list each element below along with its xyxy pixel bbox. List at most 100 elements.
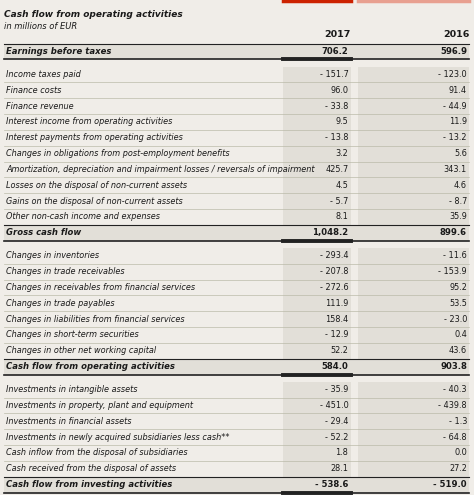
Text: - 123.0: - 123.0 (438, 70, 467, 79)
Text: 35.9: 35.9 (449, 212, 467, 221)
Bar (358, 248, 469, 264)
Text: Changes in short-term securities: Changes in short-term securities (6, 331, 139, 340)
Bar (358, 146, 469, 161)
Text: Cash received from the disposal of assets: Cash received from the disposal of asset… (6, 464, 176, 473)
Bar (358, 311, 469, 327)
Text: Investments in property, plant and equipment: Investments in property, plant and equip… (6, 401, 193, 410)
Text: Investments in intangible assets: Investments in intangible assets (6, 385, 137, 394)
Text: 3.2: 3.2 (336, 149, 348, 158)
Bar (283, 209, 351, 225)
Text: - 29.4: - 29.4 (325, 417, 348, 426)
Text: Cash flow from operating activities: Cash flow from operating activities (4, 10, 182, 19)
Bar (283, 382, 351, 397)
Text: - 151.7: - 151.7 (319, 70, 348, 79)
Bar (4, 44, 469, 59)
Text: - 23.0: - 23.0 (444, 315, 467, 324)
Text: 706.2: 706.2 (322, 47, 348, 56)
Bar (4, 359, 469, 375)
Bar (283, 193, 351, 209)
Bar (358, 177, 469, 193)
Text: Changes in obligations from post-employment benefits: Changes in obligations from post-employm… (6, 149, 230, 158)
Text: Cash flow from operating activities: Cash flow from operating activities (6, 362, 175, 371)
Text: 0.4: 0.4 (454, 331, 467, 340)
Bar (358, 429, 469, 445)
Text: 43.6: 43.6 (449, 346, 467, 355)
Text: Income taxes paid: Income taxes paid (6, 70, 81, 79)
Bar (283, 429, 351, 445)
Bar (283, 445, 351, 461)
Text: Other non-cash income and expenses: Other non-cash income and expenses (6, 212, 160, 221)
Text: - 5.7: - 5.7 (330, 197, 348, 205)
Bar (358, 280, 469, 296)
Bar (283, 311, 351, 327)
Bar (358, 264, 469, 280)
Bar (283, 296, 351, 311)
Text: 28.1: 28.1 (330, 464, 348, 473)
Text: 5.6: 5.6 (454, 149, 467, 158)
Bar (283, 114, 351, 130)
Bar (283, 82, 351, 98)
Text: Gains on the disposal of non-current assets: Gains on the disposal of non-current ass… (6, 197, 183, 205)
Text: Finance revenue: Finance revenue (6, 101, 74, 110)
Text: in millions of EUR: in millions of EUR (4, 22, 77, 31)
Bar (283, 327, 351, 343)
Text: 903.8: 903.8 (440, 362, 467, 371)
Bar (358, 98, 469, 114)
Text: 596.9: 596.9 (440, 47, 467, 56)
Text: 95.2: 95.2 (449, 283, 467, 292)
Text: 899.6: 899.6 (440, 228, 467, 237)
Bar (283, 248, 351, 264)
Text: 9.5: 9.5 (336, 117, 348, 126)
Bar (283, 413, 351, 429)
Bar (358, 413, 469, 429)
Text: 91.4: 91.4 (449, 86, 467, 95)
Text: Finance costs: Finance costs (6, 86, 62, 95)
Bar (358, 82, 469, 98)
Text: - 8.7: - 8.7 (448, 197, 467, 205)
Bar (283, 280, 351, 296)
Text: 11.9: 11.9 (449, 117, 467, 126)
Text: 4.5: 4.5 (336, 181, 348, 190)
Text: - 13.8: - 13.8 (325, 133, 348, 142)
Text: Cash flow from investing activities: Cash flow from investing activities (6, 480, 173, 489)
Text: 4.6: 4.6 (454, 181, 467, 190)
Bar (358, 343, 469, 359)
Text: - 272.6: - 272.6 (320, 283, 348, 292)
Text: Changes in other net working capital: Changes in other net working capital (6, 346, 156, 355)
Text: - 293.4: - 293.4 (320, 251, 348, 260)
Text: - 451.0: - 451.0 (319, 401, 348, 410)
Bar (283, 98, 351, 114)
Text: - 1.3: - 1.3 (448, 417, 467, 426)
Text: Changes in liabilities from financial services: Changes in liabilities from financial se… (6, 315, 185, 324)
Text: Interest income from operating activities: Interest income from operating activitie… (6, 117, 173, 126)
Bar (358, 327, 469, 343)
Bar (358, 445, 469, 461)
Bar (283, 397, 351, 413)
Bar (358, 114, 469, 130)
Bar (283, 264, 351, 280)
Text: 0.0: 0.0 (454, 448, 467, 457)
Text: - 44.9: - 44.9 (443, 101, 467, 110)
Bar (283, 177, 351, 193)
Text: 2016: 2016 (443, 30, 469, 39)
Text: Cash inflow from the disposal of subsidiaries: Cash inflow from the disposal of subsidi… (6, 448, 188, 457)
Bar (283, 461, 351, 477)
Text: Investments in newly acquired subsidiaries less cash**: Investments in newly acquired subsidiari… (6, 433, 230, 442)
Bar (283, 66, 351, 82)
Text: - 153.9: - 153.9 (438, 267, 467, 276)
Bar (283, 343, 351, 359)
Bar (358, 397, 469, 413)
Text: - 519.0: - 519.0 (433, 480, 467, 489)
Bar (358, 130, 469, 146)
Text: 584.0: 584.0 (321, 362, 348, 371)
Text: - 12.9: - 12.9 (325, 331, 348, 340)
Text: Investments in financial assets: Investments in financial assets (6, 417, 132, 426)
Bar (283, 146, 351, 161)
Text: - 33.8: - 33.8 (325, 101, 348, 110)
Text: 96.0: 96.0 (330, 86, 348, 95)
Text: Earnings before taxes: Earnings before taxes (6, 47, 111, 56)
Bar (358, 382, 469, 397)
Bar (4, 477, 469, 493)
Bar (358, 461, 469, 477)
Text: - 207.8: - 207.8 (320, 267, 348, 276)
